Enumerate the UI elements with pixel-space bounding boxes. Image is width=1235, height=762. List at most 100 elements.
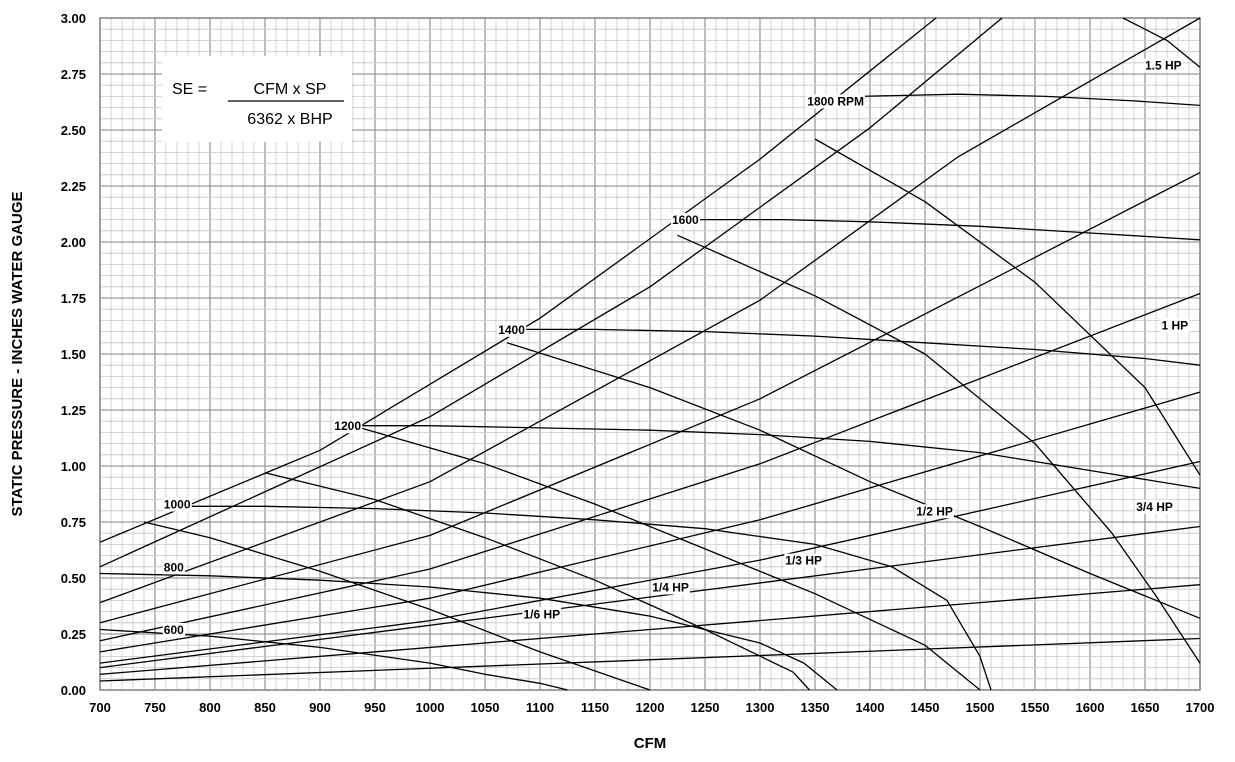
curve-label: 1/3 HP [784, 553, 823, 568]
y-tick-label: 1.75 [61, 291, 86, 306]
system-curve [99, 172, 1201, 624]
y-tick-label: 2.00 [61, 235, 86, 250]
curve-label-background [522, 607, 562, 622]
formula-box-background [162, 56, 352, 142]
hp-curve [143, 521, 651, 691]
curve-label-text: 1/6 HP [524, 607, 561, 621]
y-tick-label: 0.25 [61, 627, 86, 642]
x-tick-label: 800 [199, 700, 221, 715]
curve-label: 1 HP [1160, 318, 1190, 333]
system-curve [99, 17, 1003, 568]
x-tick-label: 1650 [1131, 700, 1160, 715]
x-tick-label: 1400 [856, 700, 885, 715]
curve-label: 1/6 HP [522, 607, 562, 622]
x-tick-label: 1150 [581, 700, 609, 715]
x-tick-label: 950 [364, 700, 386, 715]
curve-label: 600 [162, 623, 186, 637]
curve-label-text: 800 [164, 560, 184, 574]
curve-label-text: 1/4 HP [652, 580, 689, 594]
curves [99, 17, 1201, 691]
y-tick-label: 3.00 [61, 11, 86, 26]
y-tick-label: 0.75 [61, 515, 86, 530]
x-tick-label: 700 [89, 700, 111, 715]
formula-box: SE = CFM x SP 6362 x BHP [162, 56, 352, 142]
grid [99, 17, 1201, 691]
x-tick-label: 850 [254, 700, 276, 715]
curve-label-background [1160, 318, 1190, 333]
curve-label: 1/4 HP [651, 580, 690, 595]
hp-curve [814, 138, 1201, 476]
hp-curve [264, 472, 810, 691]
y-tick-label: 0.00 [61, 683, 86, 698]
rpm-curve [694, 218, 1201, 241]
curve-label-text: 1200 [334, 419, 361, 433]
system-curve [99, 17, 1201, 604]
x-tick-label: 900 [309, 700, 331, 715]
formula-lhs: SE = [172, 81, 207, 98]
rpm-curve [858, 93, 1201, 107]
curve-label-background [651, 580, 690, 595]
curve-label-text: 3/4 HP [1136, 500, 1173, 514]
hp-curve [352, 425, 981, 691]
curve-label-background [784, 553, 823, 568]
curve-labels: 1800 RPM 1600 1400 1200 1000 800 600 1.5 HP 1 HP… [162, 58, 1190, 637]
y-tick-labels: 0.00 0.25 0.50 0.75 1.00 1.25 1.50 1.75 2.00 2.25… [61, 11, 86, 698]
x-tick-label: 1500 [966, 700, 995, 715]
formula-numerator: CFM x SP [254, 81, 327, 98]
curve-label-background [1135, 499, 1174, 514]
y-tick-label: 2.75 [61, 67, 86, 82]
x-tick-label: 1350 [801, 700, 830, 715]
curve-label-background [333, 419, 363, 434]
curve-label-background [497, 322, 527, 337]
curve-label: 800 [162, 560, 186, 575]
curve-label-text: 1400 [498, 323, 525, 337]
hp-curve [1122, 17, 1201, 68]
curve-label-background [162, 623, 186, 637]
system-curve [99, 391, 1201, 653]
curve-label-text: 1800 RPM [807, 94, 864, 108]
rpm-curve [99, 572, 838, 691]
y-tick-label: 2.25 [61, 179, 86, 194]
x-tick-labels: 700 750 800 850 900 950 1000 1050 1100 1150 1200 12… [89, 700, 1214, 715]
x-tick-label: 1100 [526, 700, 554, 715]
curve-label-background [671, 213, 701, 228]
curve-label-text: 1 HP [1162, 318, 1189, 332]
curve-label: 1/2 HP [915, 504, 954, 519]
curve-label: 1000 [162, 497, 192, 512]
y-tick-label: 2.50 [61, 123, 86, 138]
hp-curve [677, 234, 1201, 664]
y-tick-label: 1.50 [61, 347, 86, 362]
curve-label: 1400 [497, 322, 527, 337]
x-tick-label: 1000 [416, 700, 445, 715]
curve-label-background [1144, 58, 1183, 73]
hp-curve [506, 342, 1201, 619]
x-tick-label: 1200 [636, 700, 665, 715]
x-tick-label: 1550 [1021, 700, 1050, 715]
curve-label: 1600 [671, 213, 701, 228]
curve-label-text: 600 [164, 623, 184, 637]
x-tick-label: 1600 [1076, 700, 1105, 715]
y-tick-label: 1.00 [61, 459, 86, 474]
rpm-curve [507, 328, 1201, 366]
x-tick-label: 1450 [911, 700, 940, 715]
curve-label-background [806, 94, 866, 109]
x-tick-label: 1700 [1186, 700, 1215, 715]
curve-label-background [915, 504, 954, 519]
x-tick-label: 1050 [471, 700, 500, 715]
system-curve [99, 637, 1201, 682]
y-tick-label: 1.25 [61, 403, 86, 418]
y-tick-label: 0.50 [61, 571, 86, 586]
x-axis-title: CFM [634, 735, 667, 752]
curve-label-text: 1.5 HP [1145, 59, 1182, 73]
curve-label-text: 1/2 HP [916, 504, 953, 518]
system-curve [99, 584, 1201, 675]
system-curve [99, 17, 937, 543]
rpm-curve [99, 628, 568, 691]
curve-label-text: 1/3 HP [785, 554, 822, 568]
x-tick-label: 750 [144, 700, 166, 715]
system-curve [99, 292, 1201, 642]
y-axis-title: STATIC PRESSURE - INCHES WATER GAUGE [9, 191, 26, 516]
curve-label: 1.5 HP [1144, 58, 1183, 73]
curve-label-text: 1600 [672, 213, 699, 227]
